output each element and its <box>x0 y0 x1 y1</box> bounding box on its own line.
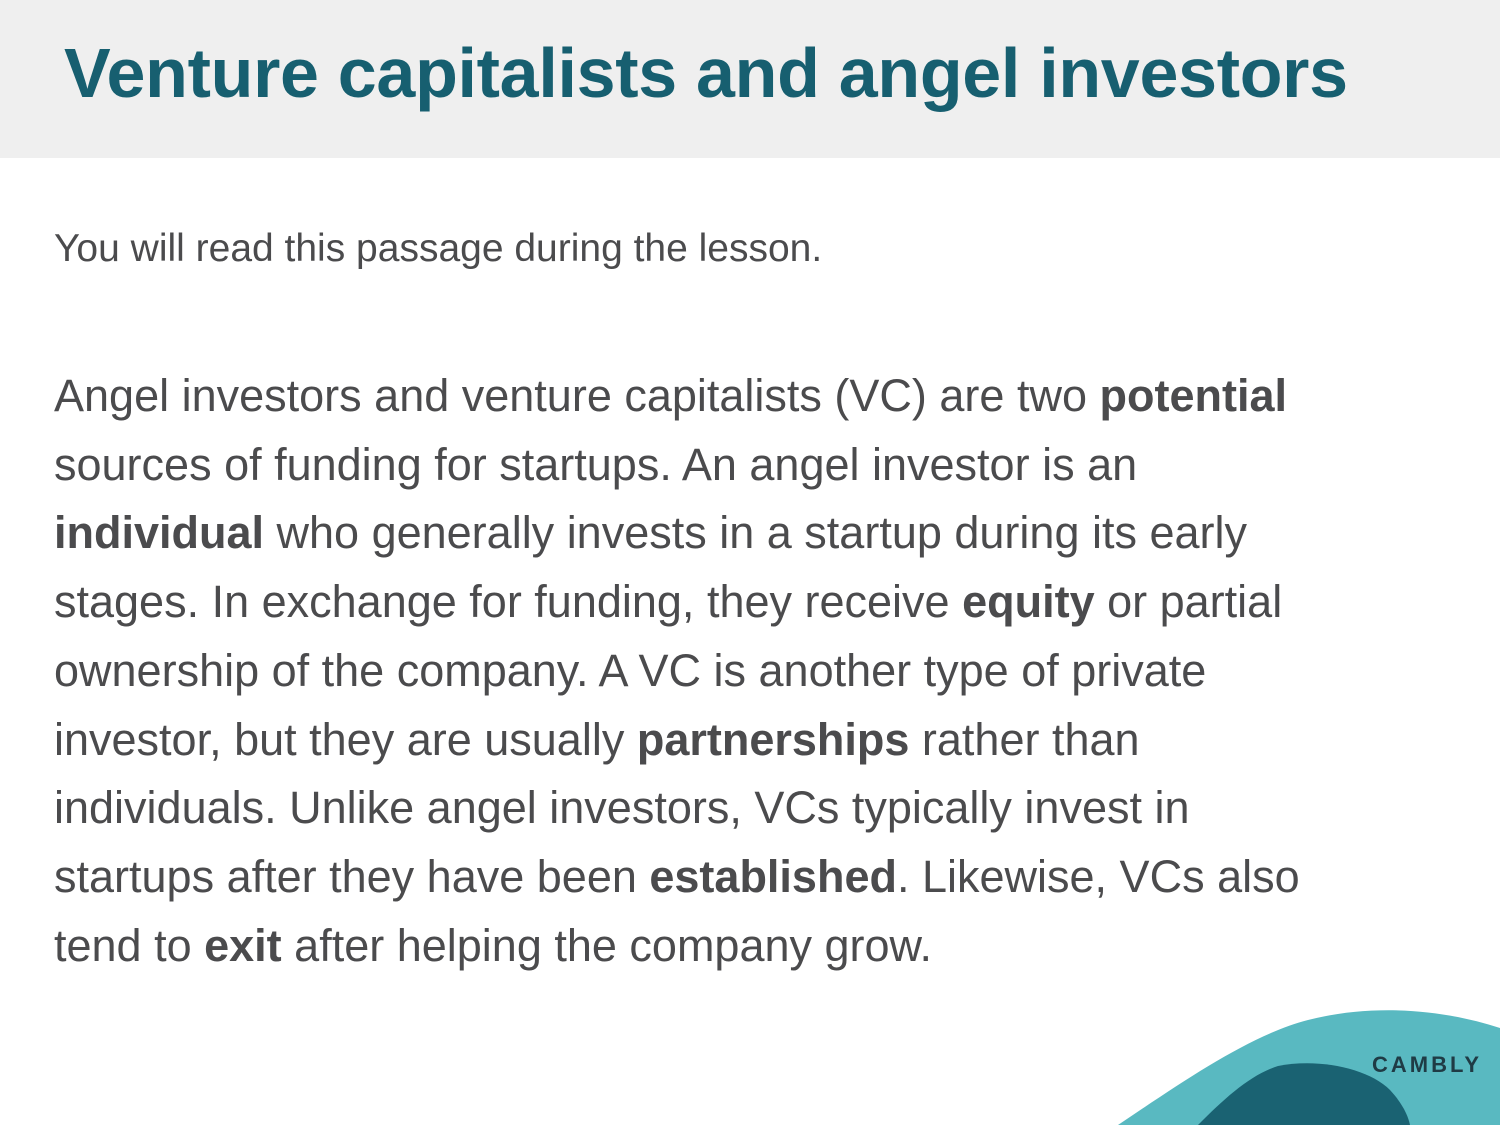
passage-text: individuals. Unlike angel investors, VCs… <box>54 782 1190 834</box>
passage-line: investor, but they are usually partnersh… <box>54 706 1474 775</box>
passage-line: Angel investors and venture capitalists … <box>54 362 1474 431</box>
passage-text: stages. In exchange for funding, they re… <box>54 576 963 628</box>
passage-line: ownership of the company. A VC is anothe… <box>54 637 1474 706</box>
vocabulary-word: equity <box>962 576 1095 628</box>
passage-text: sources of funding for startups. An ange… <box>54 438 1138 490</box>
vocabulary-word: potential <box>1099 370 1287 421</box>
passage-line: individual who generally invests in a st… <box>54 499 1474 568</box>
passage-text: . Likewise, VCs also <box>896 850 1300 902</box>
passage-text: tend to <box>54 919 205 971</box>
page-title: Venture capitalists and angel investors <box>64 34 1348 112</box>
header-band <box>0 0 1500 158</box>
passage-text: after helping the company grow. <box>281 919 933 971</box>
vocabulary-word: exit <box>204 919 282 971</box>
wave-dark-shape <box>1198 1063 1410 1125</box>
passage-text: Angel investors and venture capitalists … <box>54 370 1100 421</box>
passage-line: sources of funding for startups. An ange… <box>54 431 1474 500</box>
passage-text: investor, but they are usually <box>54 713 637 765</box>
vocabulary-word: partnerships <box>636 713 910 765</box>
passage-line: stages. In exchange for funding, they re… <box>54 568 1474 637</box>
passage-text: who generally invests in a startup durin… <box>264 507 1248 559</box>
passage-line: startups after they have been establishe… <box>54 843 1474 912</box>
passage-text: ownership of the company. A VC is anothe… <box>54 644 1207 696</box>
vocabulary-word: established <box>649 850 897 902</box>
reading-passage: Angel investors and venture capitalists … <box>54 362 1474 980</box>
passage-line: tend to exit after helping the company g… <box>54 912 1474 981</box>
passage-text: or partial <box>1094 576 1283 628</box>
vocabulary-word: individual <box>54 507 265 559</box>
passage-text: startups after they have been <box>54 850 650 902</box>
passage-line: individuals. Unlike angel investors, VCs… <box>54 774 1474 843</box>
passage-text: rather than <box>909 713 1140 765</box>
instruction-text: You will read this passage during the le… <box>54 227 823 270</box>
cambly-logo: CAMBLY <box>1372 1052 1483 1077</box>
